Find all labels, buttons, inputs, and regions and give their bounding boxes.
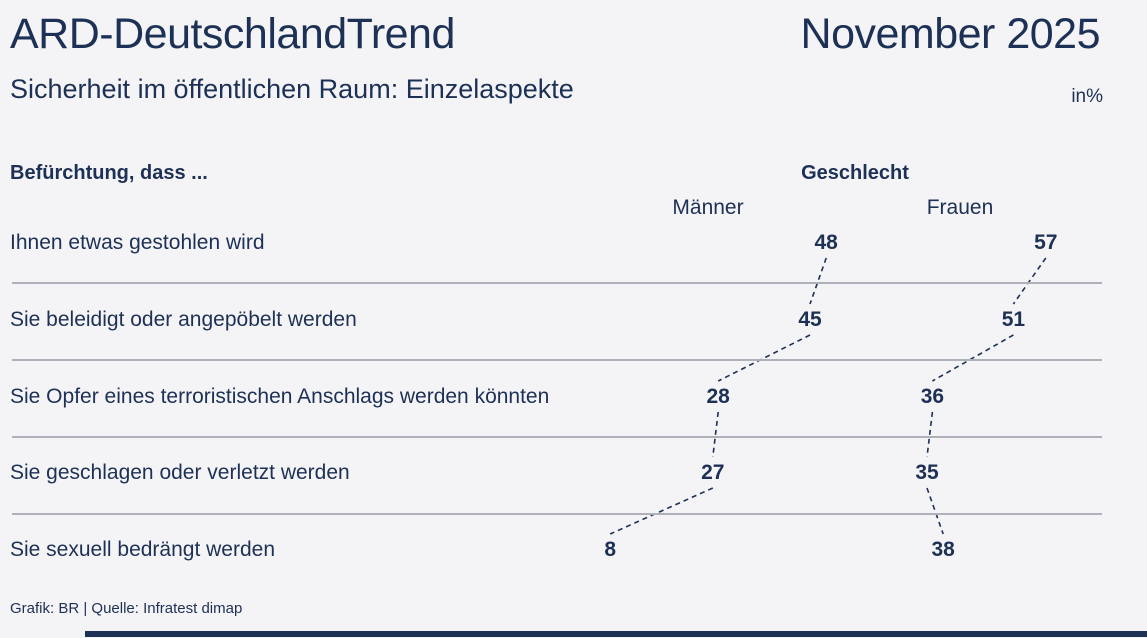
edition-date: November 2025: [800, 10, 1101, 58]
value-label: 28: [706, 385, 730, 408]
row-group-header: Befürchtung, dass ...: [10, 162, 208, 184]
page-title: ARD-DeutschlandTrend: [10, 10, 455, 58]
column-header-frauen: Frauen: [926, 196, 994, 219]
value-label: 35: [915, 461, 939, 484]
value-label: 48: [814, 231, 838, 254]
value-label: 36: [920, 385, 945, 408]
row-label: Sie geschlagen oder verletzt werden: [10, 461, 350, 484]
row-label: Ihnen etwas gestohlen wird: [10, 231, 265, 254]
row-separator: [12, 436, 1102, 438]
unit-label: in%: [1071, 86, 1103, 107]
row-label: Sie sexuell bedrängt werden: [10, 538, 276, 561]
column-header-maenner: Männer: [672, 196, 744, 219]
source-credit: Grafik: BR | Quelle: Infratest dimap: [10, 600, 243, 617]
value-label: 51: [1001, 308, 1026, 331]
row-separator: [12, 513, 1102, 515]
row-separator: [12, 359, 1102, 361]
value-label: 57: [1034, 231, 1058, 254]
value-label: 45: [798, 308, 822, 331]
row-label: Sie Opfer eines terroristischen Anschlag…: [10, 385, 550, 408]
value-label: 38: [931, 538, 955, 561]
value-label: 27: [701, 461, 725, 484]
column-group-header: Geschlecht: [801, 162, 909, 184]
row-label: Sie beleidigt oder angepöbelt werden: [10, 308, 357, 331]
chart-subtitle: Sicherheit im öffentlichen Raum: Einzela…: [10, 74, 574, 104]
row-separator: [12, 282, 1102, 284]
bottom-accent-bar: [85, 631, 1147, 637]
value-label: 8: [604, 538, 617, 561]
